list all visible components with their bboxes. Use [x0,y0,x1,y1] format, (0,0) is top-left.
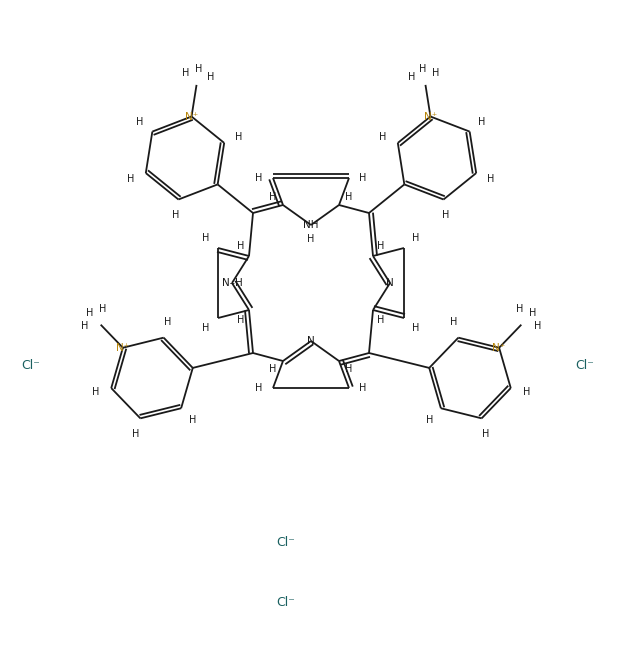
Text: H: H [378,241,384,251]
Text: H: H [195,64,203,74]
Text: N⁺: N⁺ [424,111,437,121]
Text: H: H [86,308,93,318]
Text: H: H [164,318,172,327]
Text: H: H [188,415,196,425]
Text: H: H [269,364,277,374]
Text: H: H [432,68,440,78]
Text: H: H [378,315,384,325]
Text: N⁺: N⁺ [493,343,506,352]
Text: H: H [207,72,214,82]
Text: H: H [81,321,88,331]
Text: H: H [99,304,106,314]
Text: H: H [408,72,415,82]
Text: H: H [360,383,367,393]
Text: N–H: N–H [221,278,243,288]
Text: H: H [202,233,210,243]
Text: H: H [522,387,530,397]
Text: H: H [534,321,541,331]
Text: H: H [238,241,244,251]
Text: H: H [345,364,353,374]
Text: H: H [127,174,134,184]
Text: H: H [92,387,100,397]
Text: H: H [345,192,353,202]
Text: H: H [255,173,262,183]
Text: N⁺: N⁺ [185,111,198,121]
Text: H: H [419,64,427,74]
Text: Cl⁻: Cl⁻ [22,358,40,372]
Text: H: H [483,429,490,439]
Text: H: H [136,117,144,127]
Text: Cl⁻: Cl⁻ [575,358,594,372]
Text: H: H [360,173,367,183]
Text: N: N [307,336,315,346]
Text: H: H [450,318,458,327]
Text: H: H [307,234,315,244]
Text: H: H [412,323,420,333]
Text: H: H [255,383,262,393]
Text: H: H [182,68,190,78]
Text: H: H [172,210,180,220]
Text: NH: NH [304,220,318,230]
Text: N⁺: N⁺ [116,343,129,352]
Text: H: H [516,304,523,314]
Text: H: H [488,174,495,184]
Text: N: N [386,278,394,288]
Text: H: H [238,315,244,325]
Text: H: H [202,323,210,333]
Text: H: H [478,117,486,127]
Text: H: H [412,233,420,243]
Text: H: H [379,132,386,142]
Text: H: H [529,308,536,318]
Text: H: H [442,210,450,220]
Text: H: H [426,415,434,425]
Text: H: H [269,192,277,202]
Text: H: H [132,429,139,439]
Text: Cl⁻: Cl⁻ [277,596,295,610]
Text: H: H [236,132,243,142]
Text: Cl⁻: Cl⁻ [277,536,295,549]
